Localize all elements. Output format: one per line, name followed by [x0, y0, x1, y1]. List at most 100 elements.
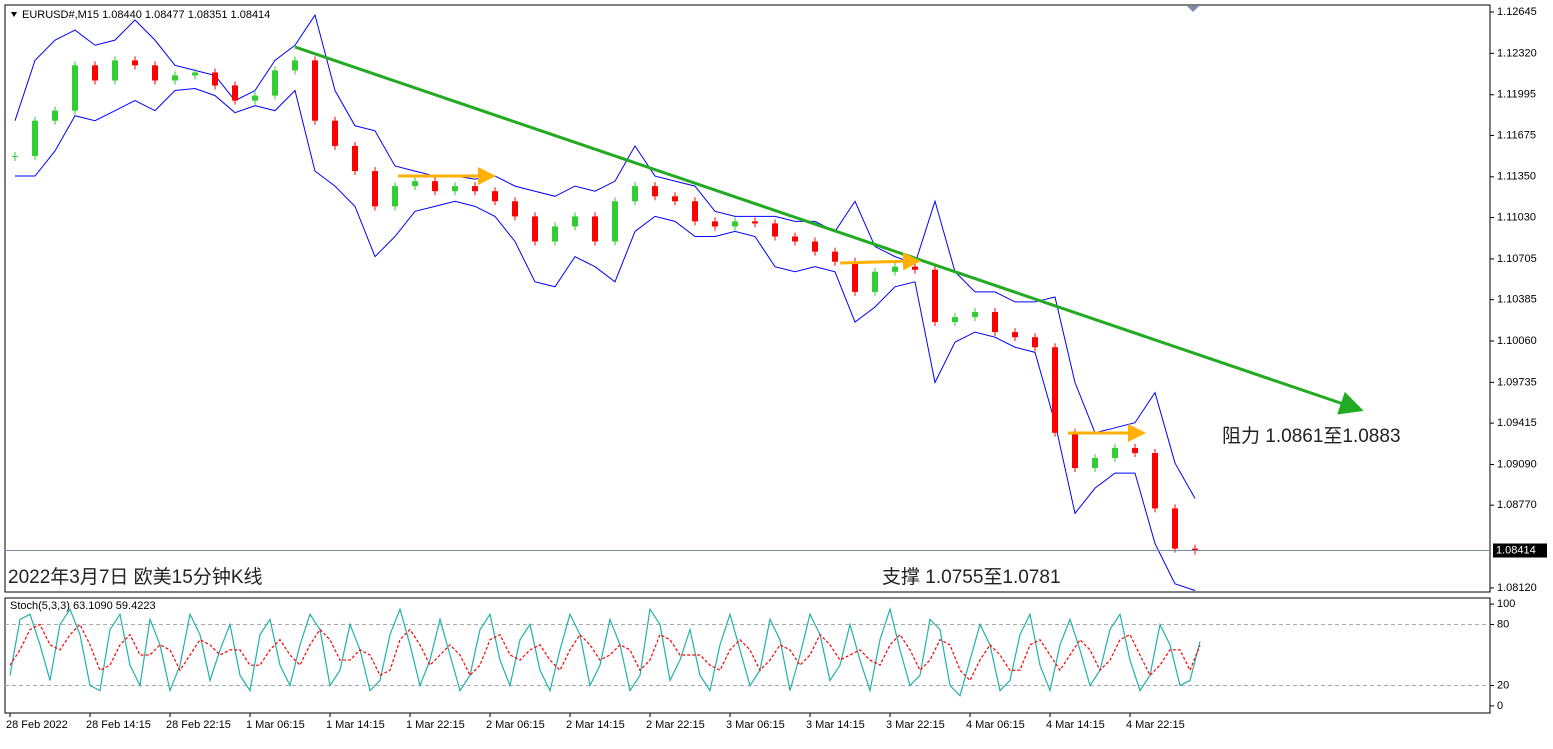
candle [1152, 453, 1158, 509]
y-tick-label: 1.10385 [1497, 294, 1537, 306]
candle [952, 317, 958, 323]
candle [1072, 432, 1078, 469]
candle [452, 186, 458, 192]
candle [792, 236, 798, 242]
candle [152, 65, 158, 81]
y-tick-label: 1.11030 [1497, 211, 1536, 223]
x-tick-label: 2 Mar 06:15 [486, 719, 545, 731]
candle [652, 186, 658, 197]
candle [412, 181, 418, 187]
main-panel [4, 4, 1491, 593]
y-tick-label: 1.10705 [1497, 253, 1537, 265]
candle [612, 201, 618, 242]
y-tick-label: 20 [1497, 679, 1509, 691]
y-tick-label: 1.11995 [1497, 89, 1536, 101]
y-tick-label: 1.10060 [1497, 335, 1537, 347]
candle [12, 155, 18, 157]
x-tick-label: 3 Mar 22:15 [886, 719, 945, 731]
candle [672, 196, 678, 202]
candle [712, 221, 718, 227]
x-tick-label: 2 Mar 14:15 [566, 719, 625, 731]
x-tick-label: 28 Feb 22:15 [166, 719, 231, 731]
x-tick-label: 28 Feb 14:15 [86, 719, 151, 731]
candle [272, 70, 278, 96]
y-tick-label: 1.12645 [1497, 6, 1537, 18]
stoch-title: Stoch(5,3,3) 63.1090 59.4223 [10, 600, 156, 612]
stoch-panel [4, 597, 1491, 714]
candle [1112, 447, 1118, 458]
candle [1132, 447, 1138, 454]
caption: 2022年3月7日 欧美15分钟K线 [8, 566, 263, 588]
y-tick-label: 80 [1497, 618, 1509, 630]
candle [312, 60, 318, 121]
candle [812, 241, 818, 252]
candle [1052, 347, 1058, 433]
x-tick-label: 3 Mar 14:15 [806, 719, 865, 731]
y-tick-label: 100 [1497, 598, 1515, 610]
trend-line [294, 45, 1364, 415]
x-tick-label: 1 Mar 22:15 [406, 719, 465, 731]
candle [132, 60, 138, 66]
current-price-box [1493, 543, 1547, 558]
x-tick-label: 2 Mar 22:15 [646, 719, 705, 731]
candle [72, 65, 78, 111]
candle [292, 60, 298, 71]
candle [692, 201, 698, 222]
candle [872, 271, 878, 292]
y-tick-label: 1.09090 [1497, 458, 1537, 470]
candle [932, 269, 938, 323]
candle [852, 261, 858, 292]
candle [552, 226, 558, 242]
y-tick-label: 1.09415 [1497, 417, 1537, 429]
stoch-line [9, 607, 1201, 697]
candle [532, 216, 538, 242]
x-tick-label: 3 Mar 06:15 [726, 719, 785, 731]
x-tick-label: 4 Mar 06:15 [966, 719, 1025, 731]
candle [752, 221, 758, 224]
bollinger-band [15, 87, 1196, 591]
symbol-header: EURUSD#,M15 1.08440 1.08477 1.08351 1.08… [22, 9, 270, 21]
candle [32, 120, 38, 156]
candle [352, 145, 358, 172]
y-tick-label: 1.08770 [1497, 499, 1537, 511]
x-tick-label: 4 Mar 14:15 [1046, 719, 1105, 731]
candle [772, 223, 778, 237]
y-tick-label: 1.11675 [1497, 129, 1536, 141]
x-tick-label: 1 Mar 06:15 [246, 719, 305, 731]
candle [572, 216, 578, 227]
candle [52, 110, 58, 121]
candle [1032, 337, 1038, 348]
candle [192, 72, 198, 76]
candle [972, 311, 978, 318]
candle [1172, 508, 1178, 549]
menu-marker [11, 12, 17, 17]
y-tick-label: 1.11350 [1497, 171, 1536, 183]
x-tick-label: 4 Mar 22:15 [1126, 719, 1185, 731]
candle [1192, 548, 1198, 551]
candle [432, 181, 438, 192]
candle [592, 216, 598, 242]
y-tick-label: 1.08120 [1497, 582, 1537, 594]
candle [232, 85, 238, 101]
y-tick-label: 0 [1497, 700, 1503, 712]
x-tick-label: 28 Feb 2022 [6, 719, 68, 731]
bollinger-band [14, 13, 1196, 499]
y-tick-label: 1.09735 [1497, 376, 1537, 388]
current-price-label: 1.08414 [1496, 544, 1536, 556]
shift-marker [1187, 6, 1199, 12]
candle [492, 191, 498, 202]
candle [372, 171, 378, 207]
candle [332, 120, 338, 146]
candle [632, 186, 638, 202]
candle [892, 266, 898, 272]
candle [732, 221, 738, 227]
y-tick-label: 1.12320 [1497, 47, 1537, 59]
resistance-note: 阻力 1.0861至1.0883 [1222, 425, 1401, 447]
candle [392, 186, 398, 207]
candle [112, 60, 118, 81]
candle [92, 65, 98, 81]
stoch-line [9, 623, 1201, 682]
candle [252, 95, 258, 101]
candle [992, 311, 998, 333]
